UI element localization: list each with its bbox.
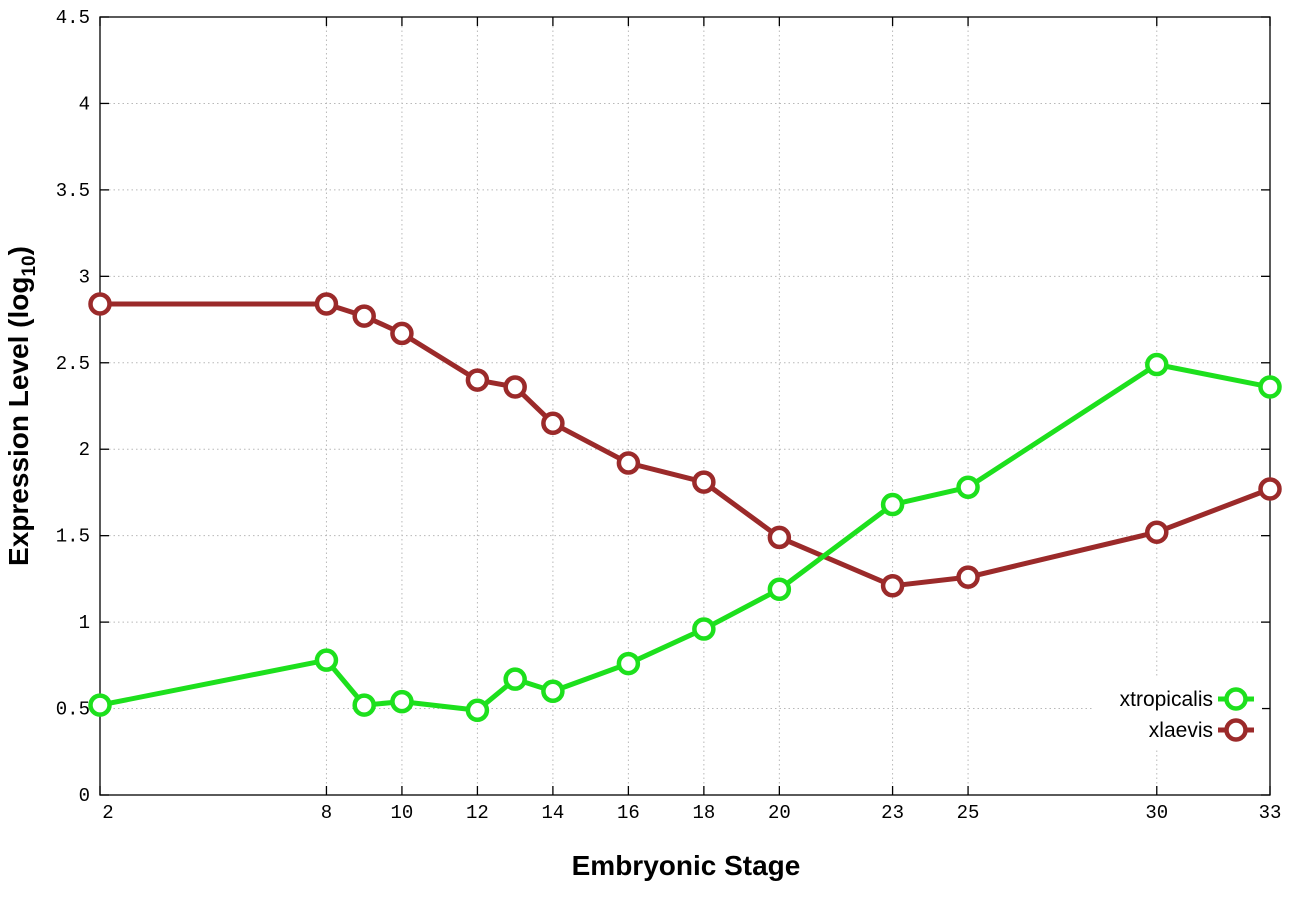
data-point-xtropicalis (88, 693, 112, 717)
data-point-xtropicalis (1145, 352, 1169, 377)
series-xtropicalis (88, 352, 1282, 723)
x-axis-title: Embryonic Stage (572, 850, 801, 881)
data-point-xtropicalis (503, 667, 527, 691)
data-point-xtropicalis (541, 679, 565, 704)
y-tick-label: 0 (79, 785, 90, 807)
plot-frame (99, 16, 1271, 796)
series-line-xtropicalis (99, 362, 1271, 713)
x-tick-label: 14 (541, 802, 564, 824)
data-point-xtropicalis (956, 475, 980, 500)
data-point-xtropicalis (352, 693, 376, 717)
y-tick-label: 3.5 (56, 180, 90, 202)
data-point-xlaevis (1258, 477, 1282, 501)
data-point-xlaevis (314, 292, 339, 316)
data-point-xtropicalis (767, 577, 792, 602)
series-layer (88, 292, 1282, 723)
data-point-xlaevis (390, 321, 414, 346)
data-point-xtropicalis (692, 617, 716, 641)
data-point-xtropicalis (616, 651, 641, 676)
x-tick-label: 20 (768, 802, 791, 824)
data-point-xtropicalis (465, 698, 490, 723)
x-tick-label: 33 (1259, 802, 1282, 824)
data-point-xlaevis (465, 368, 490, 392)
y-tick-label: 0.5 (56, 699, 90, 721)
y-tick-label: 3 (79, 266, 90, 288)
x-tick-label: 2 (102, 802, 113, 824)
legend: xtropicalis xlaevis (1092, 676, 1262, 748)
legend-label-xlaevis: xlaevis (1149, 719, 1213, 742)
x-tick-label: 10 (391, 802, 414, 824)
series-line-xlaevis (100, 301, 1271, 589)
data-point-xlaevis (1145, 520, 1169, 544)
legend-label-xtropicalis: xtropicalis (1120, 688, 1213, 711)
y-tick-label: 2 (79, 439, 90, 461)
x-tick-label: 30 (1145, 802, 1168, 824)
data-point-xlaevis (692, 470, 716, 494)
x-tick-label: 8 (321, 802, 332, 824)
data-point-xtropicalis (880, 492, 905, 517)
y-axis-title: Expression Level (log10) (3, 246, 40, 566)
data-point-xtropicalis (1258, 375, 1282, 399)
y-axis-title-suffix: ) (3, 246, 34, 255)
y-tick-label: 1.5 (56, 526, 90, 548)
legend-swatch-marker-xlaevis (1224, 718, 1248, 742)
x-tick-label: 18 (692, 802, 715, 824)
data-point-xlaevis (767, 525, 792, 550)
y-axis-title-main: Expression Level (log (3, 277, 34, 566)
x-tick-label: 16 (617, 802, 640, 824)
data-point-xtropicalis (390, 689, 414, 714)
data-point-xlaevis (503, 375, 527, 399)
legend-swatch-marker-xtropicalis (1224, 687, 1248, 711)
data-point-xlaevis (956, 565, 980, 589)
series-xlaevis (88, 292, 1282, 598)
data-point-xlaevis (616, 451, 641, 475)
data-point-xtropicalis (314, 648, 339, 672)
data-point-xlaevis (88, 292, 112, 316)
y-tick-label: 4.5 (56, 7, 90, 29)
y-tick-label: 2.5 (56, 353, 90, 375)
x-tick-label: 23 (881, 802, 904, 824)
data-point-xlaevis (541, 411, 565, 436)
data-point-xlaevis (352, 304, 376, 328)
x-axis-tick-labels: 2 8 10 12 14 16 18 20 23 25 30 33 (102, 802, 1281, 824)
y-tick-label: 4 (79, 93, 90, 115)
y-axis-tick-labels: 0 0.5 1 1.5 2 2.5 3 3.5 4 4.5 (56, 7, 90, 807)
y-tick-label: 1 (79, 612, 90, 634)
y-axis-title-subscript: 10 (19, 255, 40, 276)
x-tick-label: 12 (466, 802, 489, 824)
data-point-xlaevis (880, 574, 905, 598)
x-tick-label: 25 (957, 802, 980, 824)
